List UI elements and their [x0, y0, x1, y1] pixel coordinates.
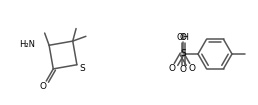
- Text: S: S: [180, 49, 186, 58]
- Text: H₂N: H₂N: [19, 40, 35, 49]
- Text: O: O: [168, 64, 175, 73]
- Text: OH: OH: [176, 33, 189, 41]
- Text: O: O: [189, 64, 196, 73]
- Text: O: O: [180, 66, 187, 75]
- Text: S: S: [79, 64, 85, 73]
- Text: O: O: [180, 33, 187, 43]
- Text: O: O: [40, 81, 47, 91]
